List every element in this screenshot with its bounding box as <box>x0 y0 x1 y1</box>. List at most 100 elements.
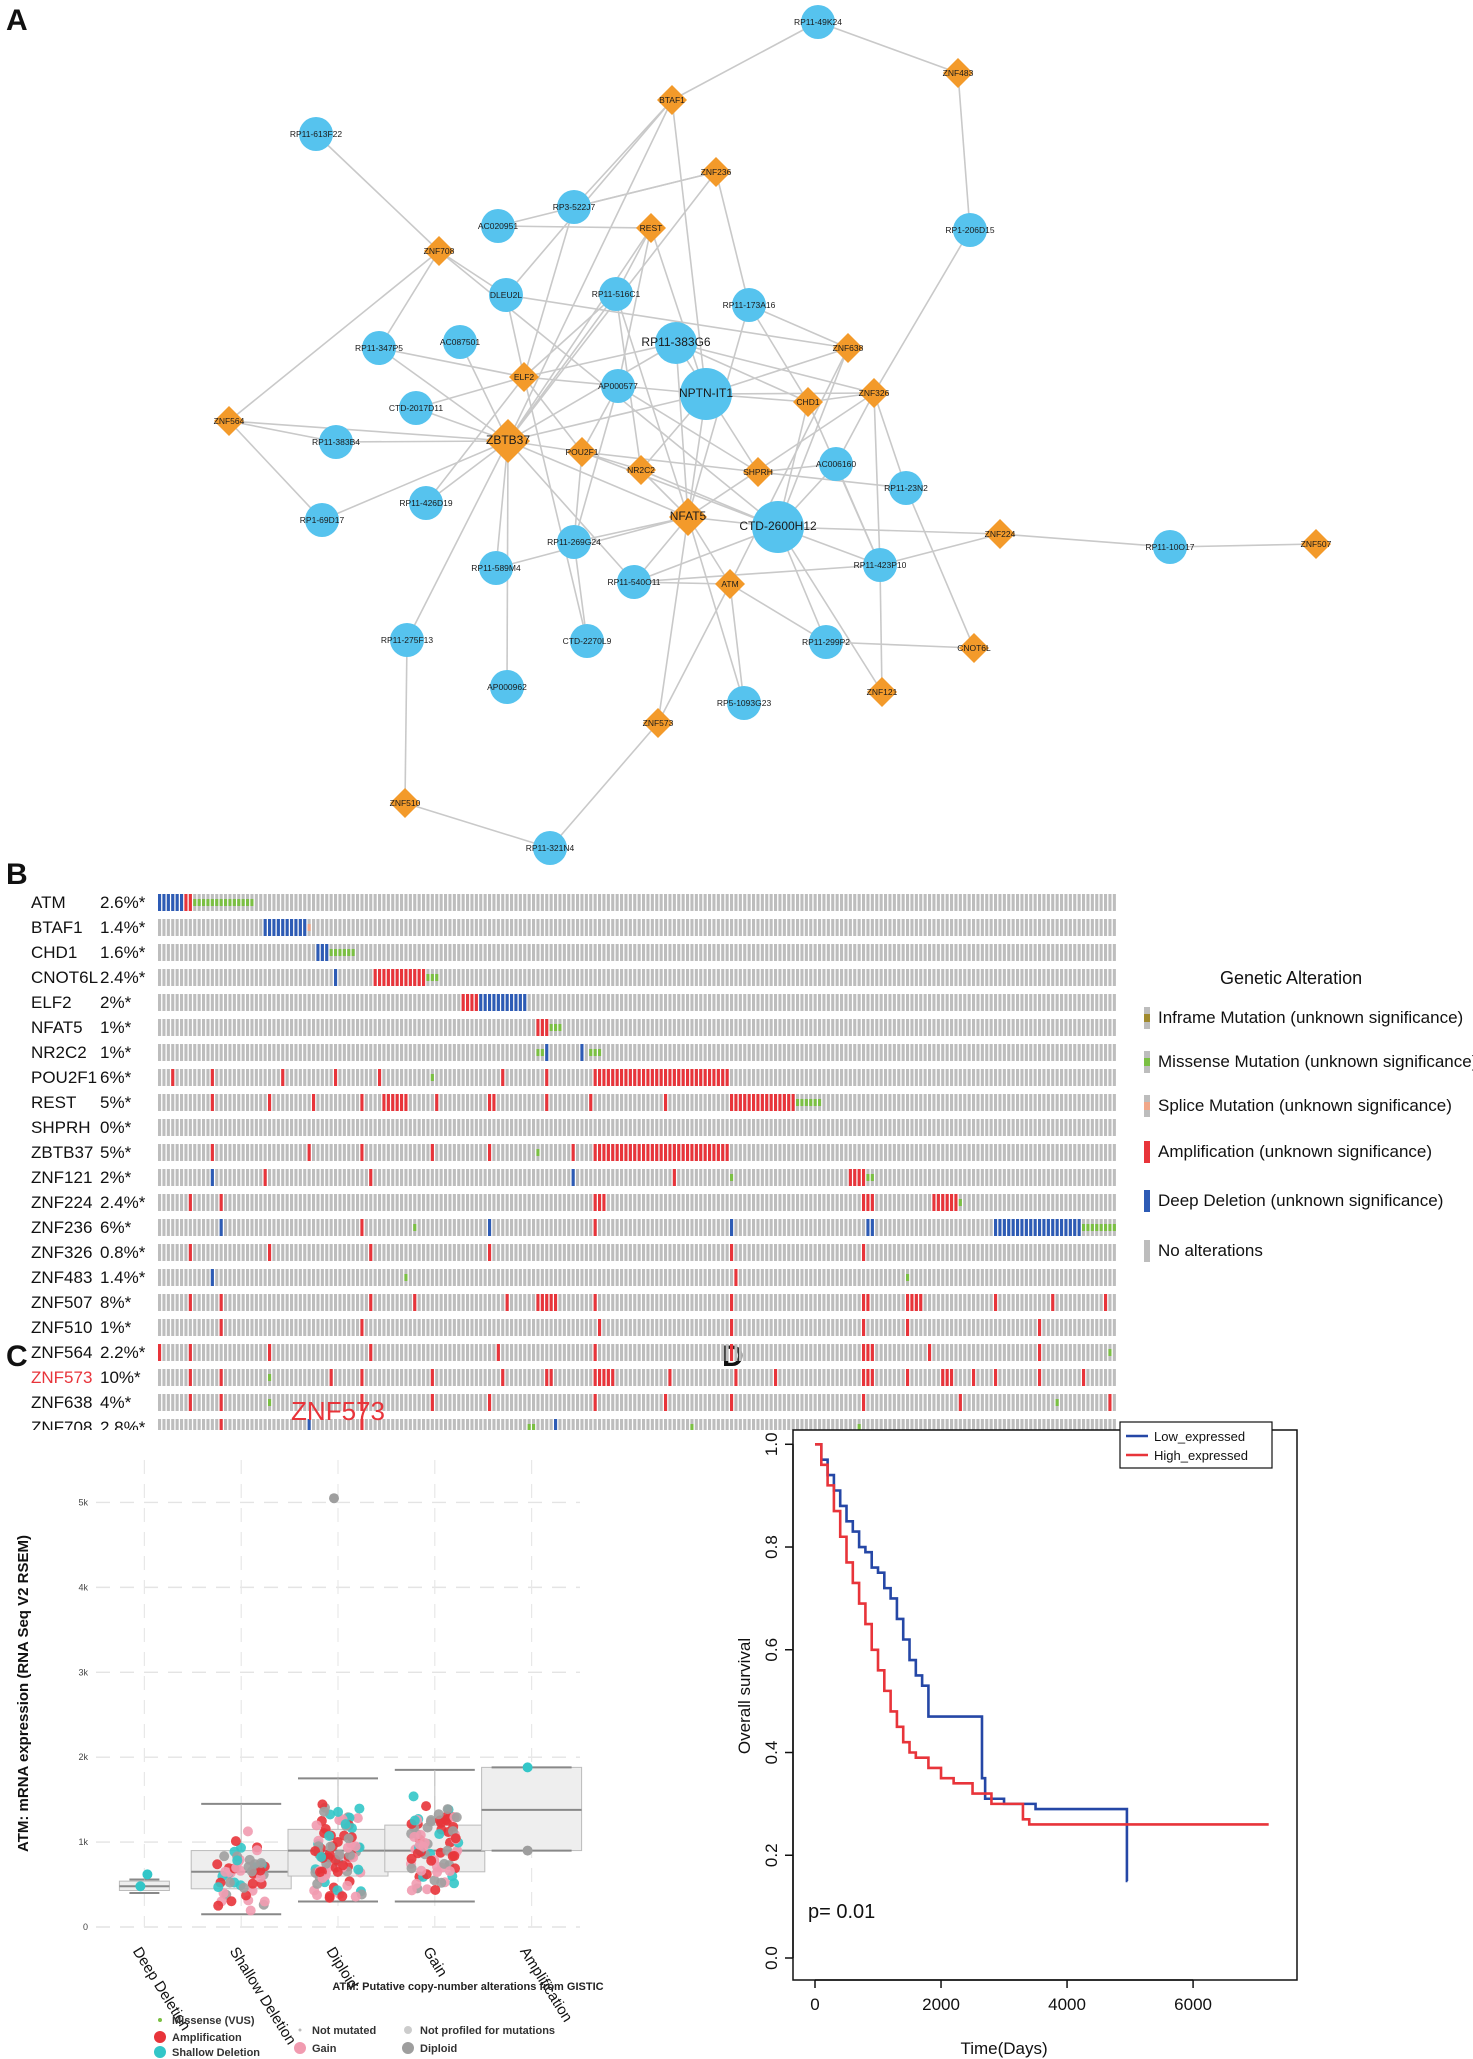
deep-deletion-cell <box>1038 1219 1042 1236</box>
gene-percent: 6%* <box>100 1068 132 1087</box>
network-node: AP000962 <box>487 670 527 704</box>
data-point <box>232 1855 243 1866</box>
amplification-cell <box>774 1094 778 1111</box>
amplification-cell <box>461 994 465 1011</box>
deep-deletion-cell <box>518 994 522 1011</box>
data-point <box>259 1896 270 1907</box>
amplification-cell <box>708 1069 712 1086</box>
mutation-cell <box>334 949 338 956</box>
mutation-cell <box>426 974 430 981</box>
network-node-label: RP11-383G6 <box>641 335 710 349</box>
mutation-cell <box>796 1099 800 1106</box>
network-node-label: RP11-173A16 <box>723 300 776 310</box>
deep-deletion-cell <box>162 894 166 911</box>
deep-deletion-cell <box>571 1169 575 1186</box>
deep-deletion-cell <box>1046 1219 1050 1236</box>
network-edge <box>425 440 509 504</box>
network-nodes: RP11-49K24 ZNF483 BTAF1 RP11-613F22 ZNF236 RP… <box>214 5 1332 865</box>
network-node-label: AP000577 <box>598 381 638 391</box>
amplification-cell <box>730 1394 734 1411</box>
amplification-cell <box>787 1094 791 1111</box>
lncrna-node-marker <box>1153 530 1187 564</box>
network-node: CHD1 <box>793 387 823 417</box>
data-point <box>135 1881 146 1892</box>
tf-node-marker <box>486 419 530 463</box>
deep-deletion-cell <box>554 1419 558 1430</box>
network-edge <box>748 304 809 403</box>
amplification-cell <box>188 894 192 911</box>
network-node-label: RP11-23N2 <box>884 483 928 493</box>
amplification-cell <box>791 1094 795 1111</box>
amplification-cell <box>672 1144 676 1161</box>
lncrna-node-marker <box>953 213 987 247</box>
no-alteration-cells <box>158 1294 1116 1311</box>
oncoprint-row: CNOT6L 2.4%* <box>31 968 1116 987</box>
gene-label: ELF2 <box>31 993 72 1012</box>
amplification-cell <box>606 1144 610 1161</box>
deep-deletion-cell <box>303 919 307 936</box>
mutation-cell <box>430 1074 434 1081</box>
amplification-cell <box>395 969 399 986</box>
network-edge <box>705 392 875 395</box>
deep-deletion-cell <box>510 994 514 1011</box>
deep-deletion-cell <box>325 944 329 961</box>
amplification-cell <box>611 1144 615 1161</box>
network-node-label: CNOT6L <box>957 643 991 653</box>
network-edge <box>715 171 750 306</box>
network-edge <box>505 294 849 349</box>
network-node: RP11-299P2 <box>802 625 850 659</box>
legend-label: Not mutated <box>312 2025 376 2037</box>
legend-swatch-mark <box>1144 1014 1150 1022</box>
amplification-cell <box>945 1369 949 1386</box>
y-axis-title: ATM: mRNA expression (RNA Seq V2 RSEM) <box>15 1535 32 1852</box>
no-alteration-cells <box>158 1394 1116 1411</box>
mutation-cell <box>813 1099 817 1106</box>
legend-label: Gain <box>312 2043 337 2055</box>
amplification-cell <box>941 1194 945 1211</box>
mutation-cell <box>800 1099 804 1106</box>
amplification-cell <box>158 1344 162 1361</box>
y-tick-label: 1.0 <box>762 1432 781 1456</box>
amplification-cell <box>725 1144 729 1161</box>
legend-label: Low_expressed <box>1154 1429 1245 1444</box>
no-alteration-cells <box>158 919 1116 936</box>
mutation-cell <box>1082 1224 1086 1231</box>
legend-item: No alterations <box>1144 1240 1263 1262</box>
mutation-cell <box>246 899 250 906</box>
amplification-cell <box>862 1244 866 1261</box>
legend-box <box>1119 1421 1273 1469</box>
lncrna-node-marker <box>617 565 651 599</box>
amplification-cell <box>853 1169 857 1186</box>
network-node: RP11-423P10 <box>854 548 907 582</box>
oncoprint-row: POU2F1 6%* <box>31 1068 1116 1087</box>
amplification-cell <box>730 1319 734 1336</box>
gene-percent: 2.4%* <box>100 968 146 987</box>
network-node: AP000577 <box>598 369 638 403</box>
amplification-cell <box>994 1369 998 1386</box>
network-node-label: NR2C2 <box>627 465 655 475</box>
network-node-label: RP11-423P10 <box>854 560 907 570</box>
network-edge <box>507 342 677 442</box>
network-edge <box>573 99 673 208</box>
amplification-cell <box>1038 1344 1042 1361</box>
network-node-label: ATM <box>721 579 738 589</box>
deep-deletion-cell <box>281 919 285 936</box>
gene-percent: 10%* <box>100 1368 141 1387</box>
amplification-cell <box>716 1069 720 1086</box>
amplification-cell <box>488 1144 492 1161</box>
legend-label: High_expressed <box>1154 1448 1248 1463</box>
mutation-cell <box>210 899 214 906</box>
amplification-cell <box>646 1144 650 1161</box>
data-point <box>426 1855 437 1866</box>
deep-deletion-cell <box>1011 1219 1015 1236</box>
mutation-cell <box>329 949 333 956</box>
mutation-cell <box>250 899 254 906</box>
point-legend: Missense (VUS) Amplification Shallow Delet… <box>154 2015 555 2059</box>
mutation-cell <box>193 899 197 906</box>
network-edge <box>675 342 875 394</box>
amplification-cell <box>866 1194 870 1211</box>
x-axis-title: Time(Days) <box>960 2039 1047 2058</box>
deep-deletion-cell <box>870 1219 874 1236</box>
x-tick-label: 4000 <box>1048 1995 1086 2014</box>
